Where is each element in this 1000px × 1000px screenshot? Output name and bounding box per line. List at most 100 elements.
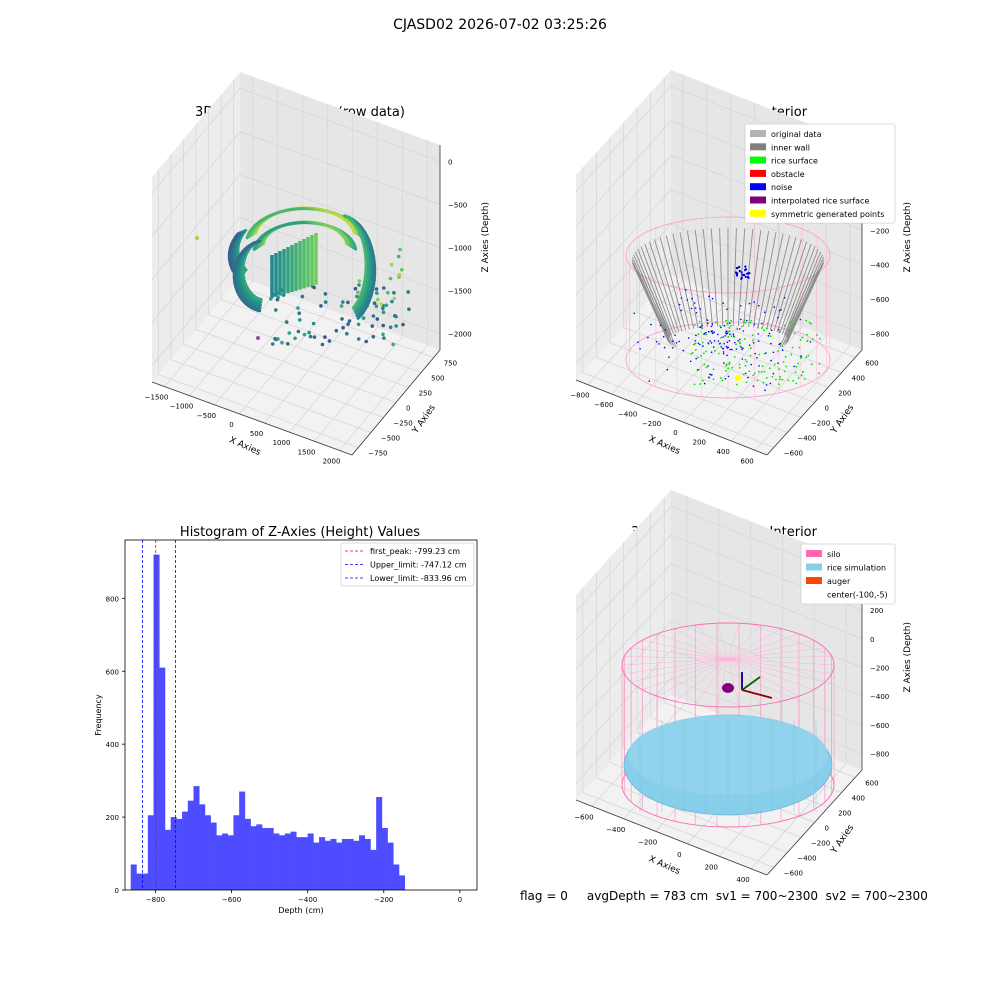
silo-roof-wire bbox=[727, 658, 814, 690]
histogram-bar bbox=[353, 840, 360, 890]
y-tick-label: −200 bbox=[811, 420, 830, 428]
rice-surface-point bbox=[805, 356, 808, 358]
histogram-bar bbox=[239, 791, 246, 890]
rice-surface-point bbox=[691, 351, 694, 354]
data-point bbox=[353, 308, 357, 312]
noise-point bbox=[710, 330, 713, 333]
histogram-bar bbox=[164, 829, 171, 890]
noise-point bbox=[678, 340, 680, 343]
noise-point bbox=[737, 340, 739, 342]
rice-surface-point bbox=[783, 370, 786, 373]
noise-point bbox=[753, 323, 756, 326]
histogram-bar bbox=[376, 797, 383, 890]
noise-point bbox=[736, 328, 739, 330]
noise-point bbox=[712, 346, 715, 348]
noise-point bbox=[769, 382, 772, 385]
noise-point bbox=[722, 352, 725, 355]
noise-point bbox=[778, 309, 781, 312]
inner-wall-point bbox=[665, 235, 690, 330]
rice-surface-point bbox=[810, 322, 812, 325]
noise-point bbox=[668, 356, 670, 359]
rice-surface-point bbox=[765, 327, 768, 330]
rice-surface-point bbox=[749, 321, 752, 324]
histogram-bar bbox=[153, 554, 160, 890]
y-tick-label: −750 bbox=[368, 450, 387, 458]
silo-roof-wire bbox=[656, 658, 729, 697]
rice-surface-point bbox=[779, 376, 781, 378]
noise-point bbox=[725, 333, 728, 335]
rice-surface-point bbox=[763, 329, 765, 332]
rice-surface-point bbox=[697, 333, 700, 336]
inner-wall-point bbox=[779, 275, 812, 348]
noise-point bbox=[709, 340, 711, 342]
legend-swatch bbox=[806, 563, 822, 571]
silo-roof-wire bbox=[727, 628, 782, 660]
rice-surface-point bbox=[743, 338, 746, 340]
legend-swatch bbox=[750, 143, 766, 151]
histogram-bar bbox=[256, 824, 263, 891]
x-tick-label: −1000 bbox=[170, 403, 194, 411]
y-tick-label: −400 bbox=[797, 855, 816, 863]
noise-point bbox=[722, 348, 725, 350]
histogram-bar bbox=[319, 837, 326, 890]
noise-point bbox=[708, 295, 710, 298]
noise-point bbox=[770, 359, 772, 362]
grid-line bbox=[596, 357, 788, 433]
inner-wall-point bbox=[781, 273, 816, 347]
histogram-bar bbox=[136, 873, 143, 890]
silo-roof-wire bbox=[727, 624, 761, 660]
grid-line bbox=[582, 792, 774, 868]
noise-point bbox=[680, 297, 683, 299]
data-point bbox=[397, 272, 402, 277]
data-point bbox=[323, 292, 328, 296]
rice-surface-point bbox=[738, 366, 741, 369]
noise-point bbox=[731, 348, 733, 351]
silo-roof-wire bbox=[727, 658, 740, 707]
inner-wall-point bbox=[633, 254, 670, 338]
noise-point bbox=[778, 343, 780, 346]
noise-point bbox=[741, 348, 743, 351]
data-point bbox=[273, 336, 277, 341]
histogram-bar bbox=[324, 840, 331, 890]
noise-point bbox=[752, 341, 755, 344]
data-point bbox=[340, 317, 344, 321]
y-tick-label: 600 bbox=[106, 668, 119, 676]
y-axis-title: Y Axies bbox=[829, 823, 857, 856]
noise-point bbox=[740, 276, 743, 279]
data-point bbox=[286, 342, 290, 346]
data-point bbox=[400, 268, 404, 272]
rice-surface-point bbox=[721, 379, 724, 382]
silo-roof-wire bbox=[674, 628, 729, 660]
rice-surface-point bbox=[818, 362, 821, 365]
data-point bbox=[307, 330, 311, 335]
z-tick-label: 0 bbox=[448, 158, 452, 166]
data-point bbox=[353, 286, 358, 291]
grid-line bbox=[195, 329, 397, 403]
noise-point bbox=[725, 330, 727, 333]
inner-wall-point bbox=[648, 241, 680, 333]
histogram-bar bbox=[364, 838, 371, 890]
x-tick-label: 1500 bbox=[298, 448, 316, 456]
rice-surface-point bbox=[808, 321, 811, 324]
noise-point bbox=[722, 351, 725, 353]
data-point bbox=[284, 320, 289, 324]
data-point bbox=[320, 342, 325, 347]
y-tick-label: −250 bbox=[393, 420, 412, 428]
y-tick-label: 750 bbox=[444, 360, 457, 368]
noise-point bbox=[742, 347, 744, 350]
x-tick-label: 400 bbox=[717, 448, 730, 456]
noise-point bbox=[770, 342, 772, 345]
noise-point bbox=[743, 273, 746, 276]
legend-swatch bbox=[806, 577, 822, 584]
data-point bbox=[293, 336, 297, 341]
noise-point bbox=[672, 340, 674, 342]
data-point bbox=[355, 314, 359, 318]
simulation-3d-plot: 3D simulation of Silo Interior−600−400−2… bbox=[574, 490, 913, 884]
inner-wall-point bbox=[654, 239, 683, 332]
noise-point bbox=[711, 332, 714, 335]
z-axis-title: Z Axies (Depth) bbox=[903, 202, 913, 273]
y-tick-label: 0 bbox=[825, 825, 829, 833]
noise-point bbox=[719, 342, 721, 345]
rice-surface-point bbox=[748, 370, 751, 373]
rice-surface-point bbox=[790, 353, 793, 356]
